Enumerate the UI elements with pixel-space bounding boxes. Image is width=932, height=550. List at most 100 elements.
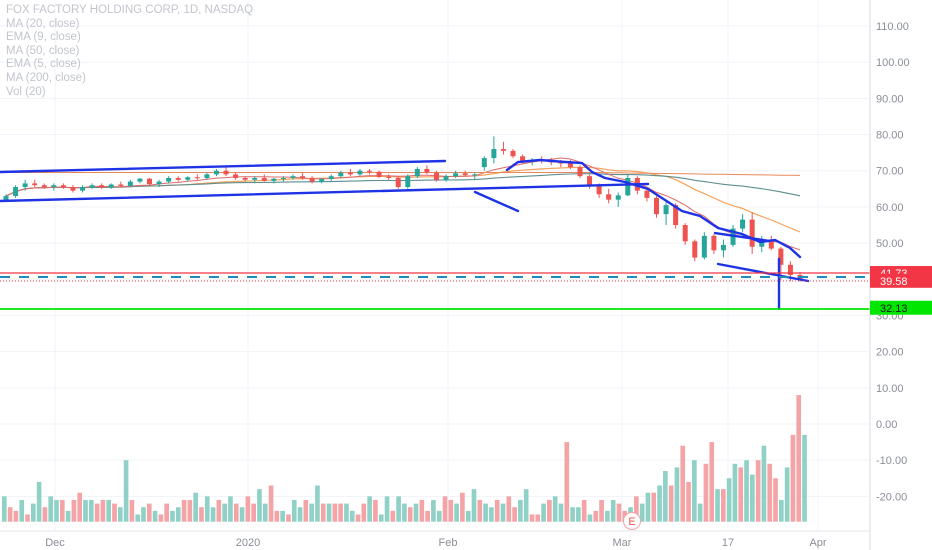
- volume-bar: [494, 499, 500, 522]
- volume-bar: [181, 499, 187, 522]
- volume-bar: [326, 503, 332, 522]
- volume-bar: [523, 489, 529, 522]
- y-tick-label: 80.00: [876, 130, 904, 142]
- volume-bar: [790, 434, 796, 522]
- volume-bar: [732, 463, 738, 522]
- y-tick-label: 90.00: [876, 93, 904, 105]
- candle-body: [300, 176, 306, 178]
- volume-bar: [361, 503, 367, 522]
- volume-bar: [320, 503, 326, 522]
- volume-bar: [158, 514, 164, 522]
- volume-bar: [715, 489, 720, 522]
- volume-bar: [407, 507, 413, 522]
- volume-bar: [570, 507, 575, 522]
- candle-body: [233, 174, 239, 178]
- x-tick-label: Apr: [809, 537, 826, 549]
- volume-bar: [576, 507, 581, 522]
- candle-body: [51, 185, 57, 188]
- candle-body: [749, 219, 755, 247]
- candle-body: [137, 178, 143, 182]
- volume-bar: [175, 507, 181, 522]
- volume-bar: [257, 489, 262, 522]
- chart-legend: FOX FACTORY HOLDING CORP, 1D, NASDAQ MA …: [6, 4, 253, 99]
- volume-bar: [152, 510, 158, 522]
- candle-body: [89, 185, 95, 188]
- volume-bar: [216, 499, 222, 522]
- volume-bar: [19, 499, 25, 522]
- legend-title: FOX FACTORY HOLDING CORP, 1D, NASDAQ: [6, 4, 254, 16]
- channel-lower-line: [0, 182, 650, 203]
- x-tick-label: Dec: [45, 537, 65, 549]
- volume-bar: [639, 503, 645, 522]
- volume-bar: [297, 507, 303, 522]
- candle-body: [213, 170, 219, 175]
- volume-bar: [709, 442, 715, 522]
- moving-average-line: [5, 157, 801, 251]
- volume-bar: [170, 510, 175, 522]
- volume-bar: [355, 514, 361, 522]
- candle-body: [108, 184, 114, 188]
- candle-body: [22, 183, 28, 188]
- candle-body: [768, 241, 774, 249]
- volume-bar: [471, 489, 477, 522]
- legend-indicator-ma20: MA (20, close): [6, 17, 80, 30]
- candle-body: [491, 149, 497, 159]
- legend-indicator-ma50: MA (50, close): [6, 44, 80, 57]
- volume-bar: [25, 514, 30, 522]
- volume-bar: [402, 503, 407, 522]
- volume-bar: [338, 503, 343, 522]
- candle-body: [596, 185, 602, 195]
- candle-body: [424, 168, 430, 173]
- candle-body: [587, 176, 593, 186]
- volume-bar: [199, 507, 204, 522]
- volume-bar: [616, 503, 622, 522]
- volume-bar: [2, 496, 7, 522]
- volume-bar: [7, 507, 13, 522]
- earnings-marker[interactable]: E: [623, 512, 641, 530]
- volume-bar: [286, 514, 291, 522]
- legend-indicator-ma200: MA (200, close): [6, 71, 86, 84]
- volume-bar: [396, 496, 401, 522]
- candle-body: [80, 187, 86, 191]
- volume-bar: [378, 514, 384, 522]
- volume-bar: [146, 503, 152, 522]
- candle-body: [127, 181, 133, 186]
- volume-bar: [651, 492, 657, 522]
- moving-average-line: [5, 173, 801, 197]
- candle-body: [290, 176, 296, 178]
- volume-bar: [48, 496, 54, 522]
- candle-body: [443, 176, 449, 180]
- indicator-lines: [5, 157, 801, 251]
- candle-body: [357, 170, 363, 175]
- x-tick-label: Feb: [439, 537, 458, 549]
- volume-bar: [123, 460, 129, 522]
- candle-body: [644, 190, 650, 198]
- volume-bar: [210, 507, 216, 522]
- candle-body: [682, 225, 688, 242]
- candle-body: [204, 174, 210, 178]
- moving-average-line: [5, 166, 801, 233]
- volume-bar: [755, 460, 761, 522]
- candle-body: [405, 176, 411, 188]
- candle-body: [615, 195, 621, 200]
- volume-bar: [117, 507, 123, 522]
- x-tick-label: 2020: [236, 537, 260, 549]
- y-tick-label: 100.00: [876, 57, 910, 69]
- volume-bar: [373, 499, 378, 522]
- volume-bar: [239, 507, 245, 522]
- candle-body: [740, 219, 746, 229]
- candle-body: [414, 168, 420, 177]
- volume-bar: [692, 460, 697, 522]
- candle-body: [606, 194, 612, 200]
- volume-bar: [349, 510, 355, 522]
- candle-body: [242, 177, 248, 180]
- price-label-text: 39.58: [880, 276, 908, 288]
- candle-body: [41, 185, 47, 188]
- y-tick-label: 60.00: [876, 202, 904, 214]
- volume-bar: [291, 499, 297, 522]
- candle-body: [261, 177, 267, 181]
- candle-body: [654, 197, 660, 215]
- candle-body: [175, 177, 181, 180]
- x-tick-label: Mar: [613, 537, 632, 549]
